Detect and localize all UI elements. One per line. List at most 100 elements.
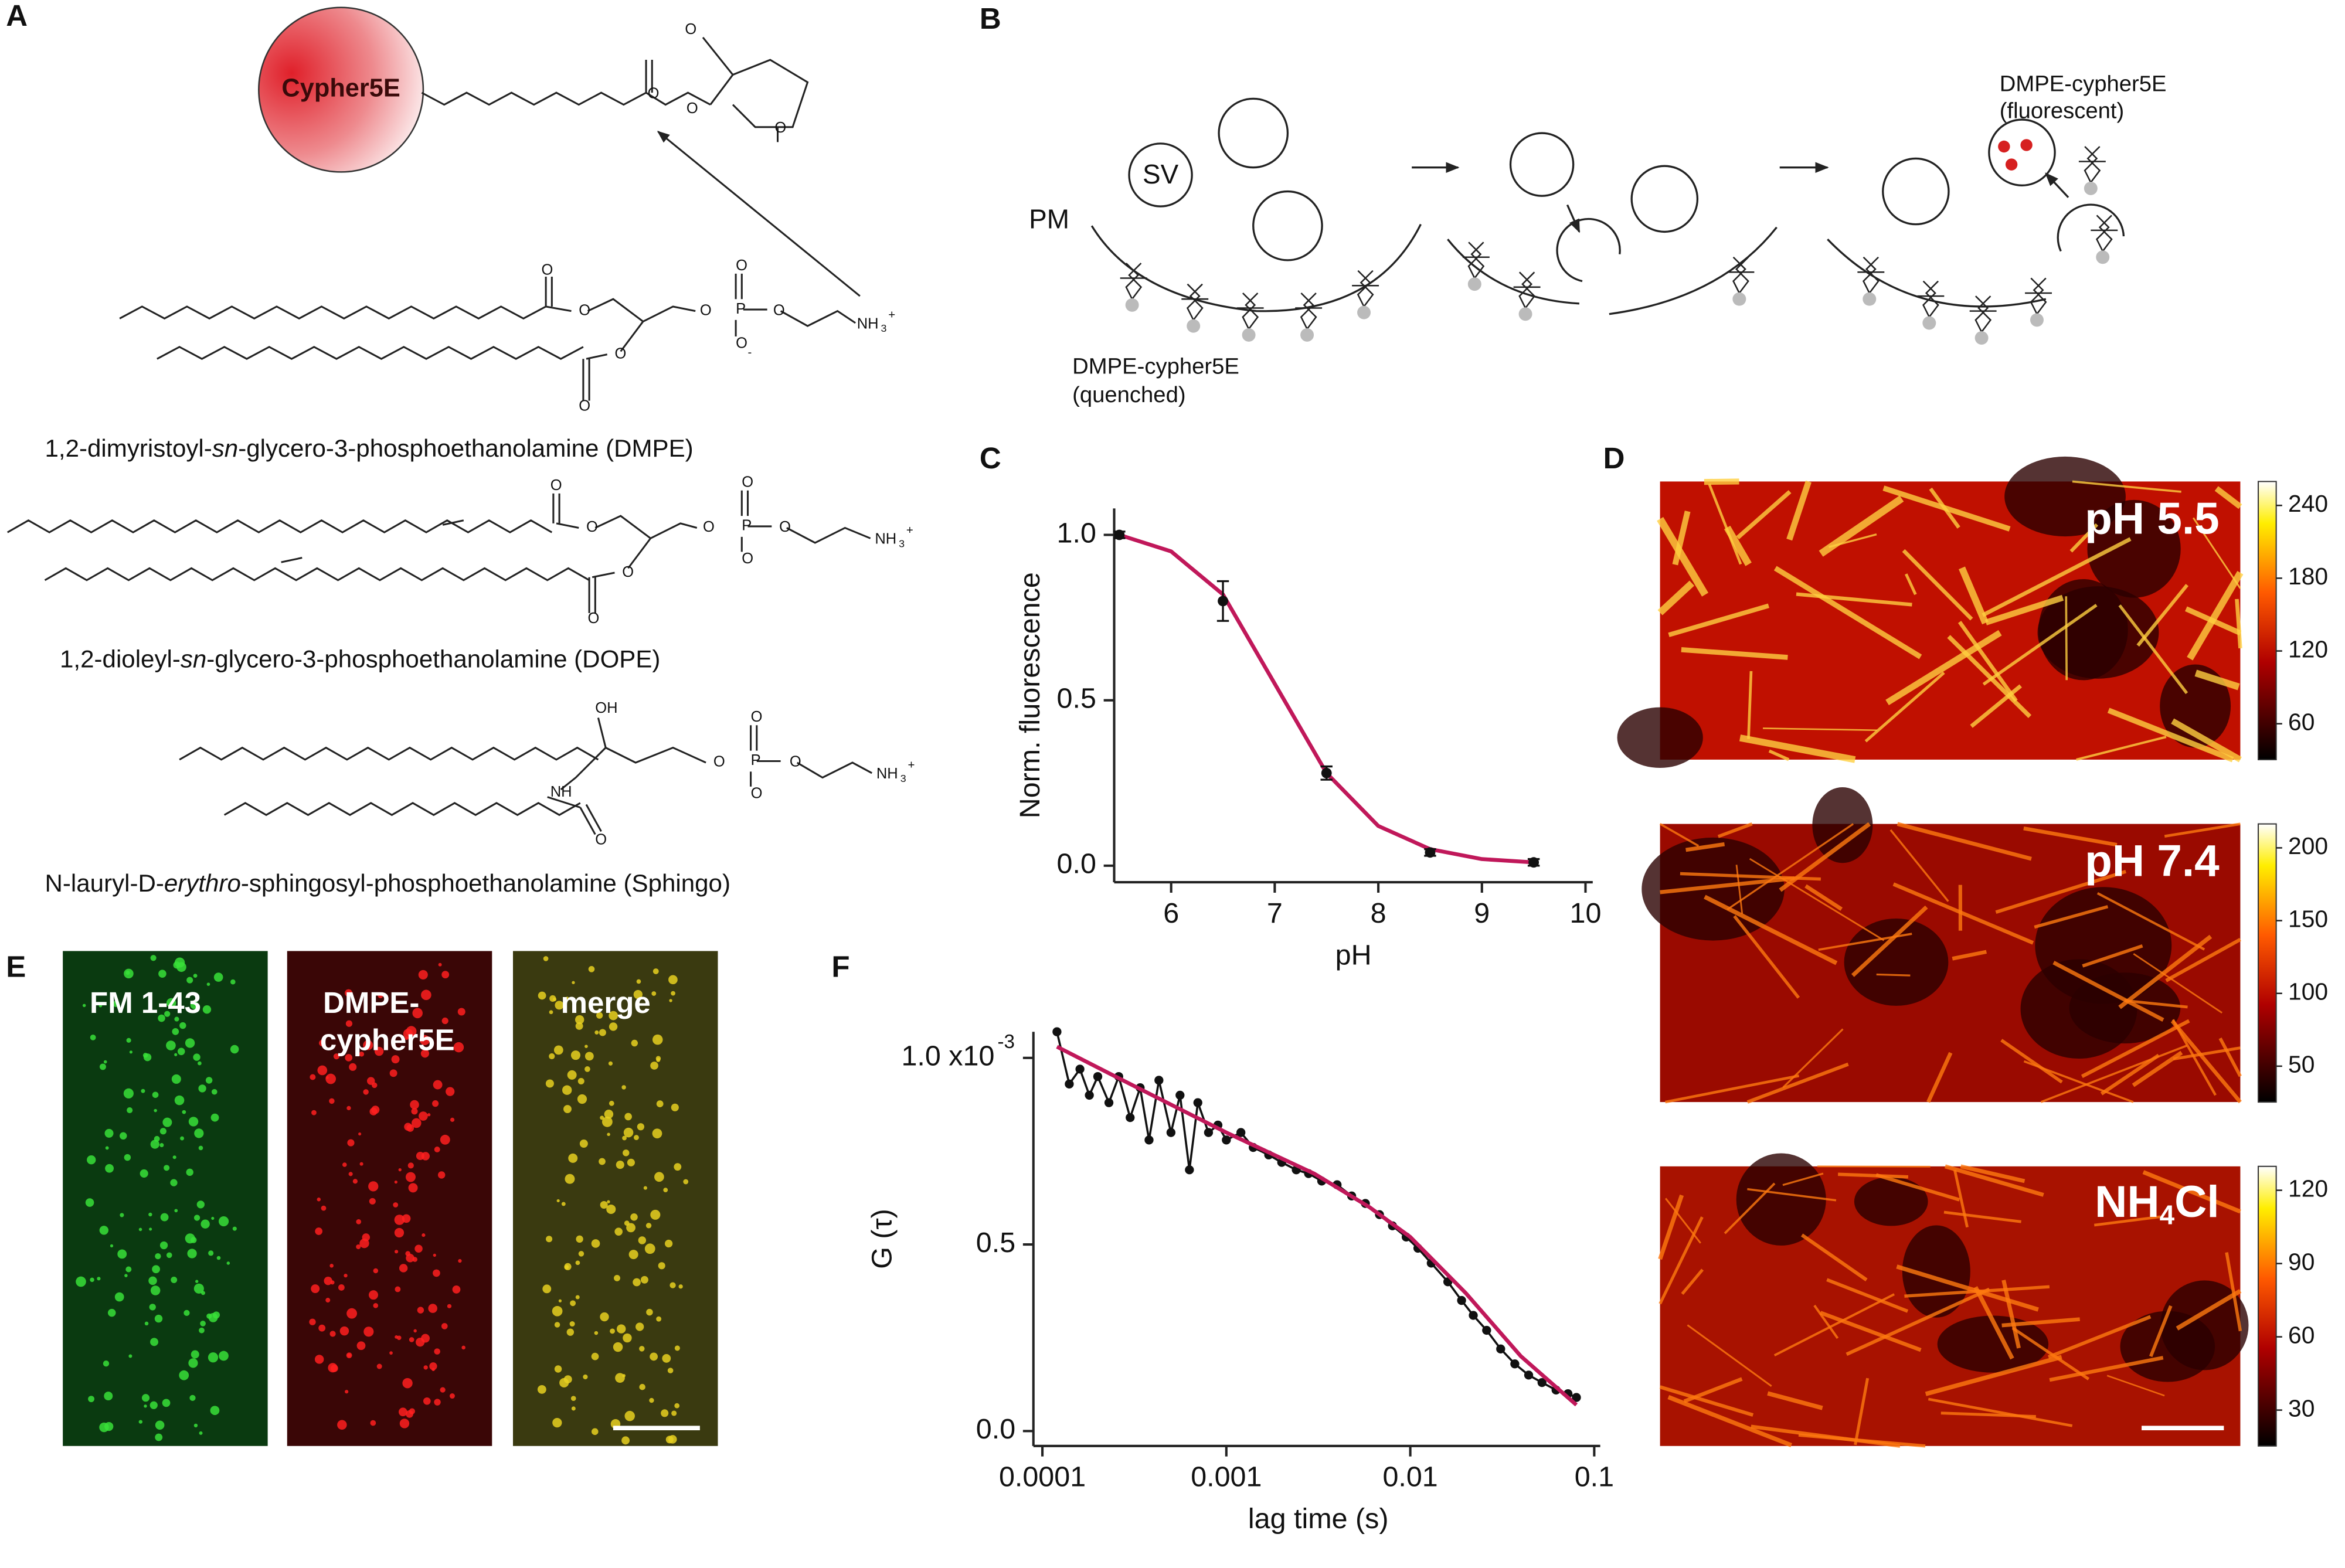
puncta [333,1053,340,1060]
puncta [645,1223,652,1229]
puncta [363,1089,369,1095]
puncta [179,1370,189,1380]
atom: O [588,610,600,627]
lipid [1181,283,1209,321]
neurite [1926,1052,1953,1103]
bond [6,519,553,533]
atom: O [686,100,698,117]
puncta [199,1431,203,1435]
neurite [1767,1391,1823,1410]
puncta [570,1300,576,1307]
puncta [607,1132,610,1137]
sv-label: SV [1143,159,1179,189]
puncta [639,1383,645,1390]
puncta [406,1026,417,1037]
puncta [155,1433,163,1441]
puncta [162,1399,171,1407]
puncta [128,1354,132,1358]
puncta [213,972,223,982]
dark-region [1854,1177,1928,1226]
neurite [2069,523,2099,553]
puncta [174,1095,185,1106]
atom: O [595,831,607,848]
puncta [193,974,198,978]
colorbar-label: 120 [2288,635,2328,662]
puncta [370,1420,376,1426]
puncta [189,1394,196,1401]
puncta [186,977,193,984]
puncta [565,1174,575,1184]
puncta [449,1393,455,1399]
puncta [652,968,659,975]
x-tick-label: 10 [1570,897,1602,929]
puncta [549,1010,553,1015]
neurite [2124,999,2188,1009]
puncta [216,1256,221,1260]
puncta [76,1276,86,1287]
puncta [345,989,352,997]
puncta [572,981,575,984]
colorbar [2258,1165,2277,1447]
data-point [1204,1128,1214,1137]
puncta [174,1053,178,1056]
colorbar-label: 150 [2288,905,2328,932]
puncta [202,1005,212,1014]
neurite [1717,822,1753,838]
puncta [185,1038,195,1048]
caption-part: erythro [164,869,241,897]
reaction-arrow [657,131,861,297]
puncta [566,1328,575,1336]
puncta [394,1180,397,1184]
puncta [438,962,442,967]
neurite [1747,1188,1837,1202]
neurite [2118,604,2188,695]
data-point [1510,1359,1520,1369]
puncta [188,1358,198,1368]
neurite [2040,1044,2188,1103]
puncta [138,1420,142,1424]
puncta [609,1100,614,1106]
neurite [1659,1216,1704,1305]
puncta [405,1172,416,1182]
puncta [162,1117,172,1127]
neurite [2218,1037,2242,1077]
image-label: DMPE- [323,986,419,1019]
label-part: NH [2095,1177,2160,1227]
puncta [575,1260,580,1266]
puncta [193,1283,204,1294]
puncta [552,997,557,1002]
puncta [423,1365,428,1370]
puncta [412,1008,423,1019]
headgroup [1518,307,1532,321]
atom: O [579,398,590,414]
neurite [2096,892,2205,951]
puncta [639,1346,645,1352]
bond [582,353,608,401]
neurite [1905,573,1917,596]
neurite [1846,1287,1990,1356]
puncta [638,1236,647,1244]
puncta [584,1066,590,1072]
data-point [1524,1370,1534,1380]
puncta [604,1110,614,1119]
bond [547,796,602,835]
neurite [2136,584,2189,647]
neurite [2187,571,2244,661]
puncta [652,1034,663,1045]
puncta [577,1077,584,1085]
colorbar-label: 100 [2288,978,2328,1005]
puncta [90,1277,94,1283]
data-point [1572,1393,1581,1402]
puncta [561,1202,566,1206]
neurite [1657,516,1709,597]
headgroup [1467,277,1481,291]
caption: 1,2-dioleyl-sn-glycero-3-phosphoethanola… [60,645,660,673]
puncta [211,1089,217,1095]
puncta [564,1263,572,1271]
puncta [110,1244,114,1248]
bond [179,746,599,761]
puncta [358,1132,362,1136]
puncta [199,1327,205,1334]
puncta [395,1250,399,1254]
puncta [208,1250,214,1256]
